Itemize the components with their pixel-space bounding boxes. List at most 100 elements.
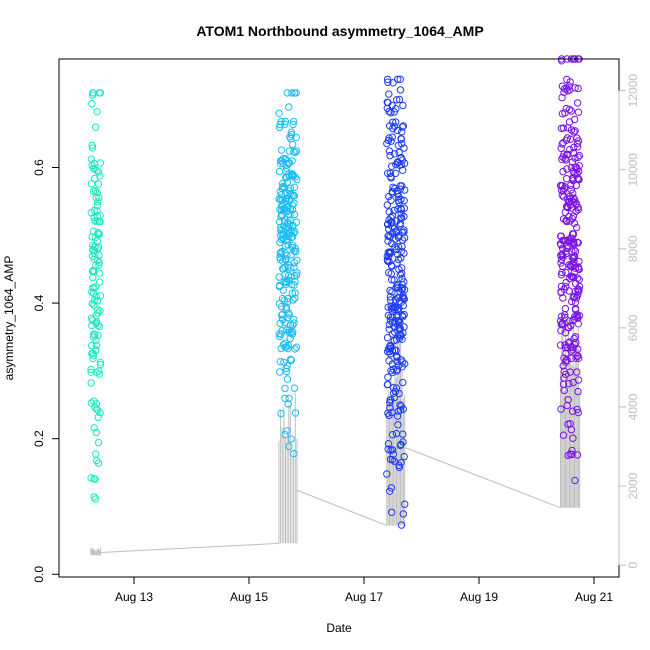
data-point (557, 144, 565, 153)
data-point (281, 318, 289, 327)
data-point (280, 278, 288, 286)
data-point (571, 127, 579, 135)
data-point (390, 150, 399, 158)
data-point (573, 99, 582, 107)
data-point (394, 255, 403, 264)
data-point (572, 354, 580, 362)
data-point (385, 90, 393, 98)
data-point (396, 185, 404, 194)
data-point (394, 250, 402, 259)
data-point (276, 256, 285, 264)
data-point (569, 434, 577, 442)
data-point (87, 474, 95, 482)
x-tick-label: Aug 21 (575, 590, 613, 604)
data-point (290, 384, 299, 392)
data-point (383, 98, 391, 107)
data-point (384, 78, 392, 86)
data-point (88, 288, 96, 296)
data-point (397, 205, 406, 214)
data-point (92, 312, 100, 320)
data-point (387, 109, 395, 117)
data-point (558, 251, 567, 260)
data-point (566, 274, 574, 283)
data-point (563, 244, 571, 253)
data-point (561, 341, 569, 349)
data-point (290, 259, 299, 267)
y-axis: 0.0 0.2 0.4 0.6 (32, 159, 60, 583)
y2-tick-label: 0 (626, 561, 640, 568)
data-point (90, 206, 99, 215)
data-point (563, 134, 571, 142)
data-point (558, 110, 567, 118)
data-point (569, 175, 577, 183)
y2-tick-label: 4000 (626, 393, 640, 420)
data-point (92, 347, 100, 355)
data-point (566, 450, 574, 458)
data-point (574, 408, 582, 417)
data-point (291, 294, 299, 302)
data-point (570, 239, 578, 247)
data-point (574, 203, 582, 212)
data-point (570, 219, 579, 228)
data-point (570, 268, 578, 277)
data-point (281, 384, 289, 393)
data-point (282, 189, 290, 198)
data-point (565, 105, 574, 114)
data-point (92, 341, 101, 349)
data-point (384, 232, 392, 240)
data-point (284, 210, 292, 218)
data-point (388, 368, 396, 377)
data-point (571, 154, 579, 162)
data-point (285, 147, 294, 155)
data-point (389, 183, 397, 192)
data-point (90, 424, 98, 432)
data-point (279, 179, 287, 188)
data-point (276, 231, 285, 239)
data-point (557, 255, 566, 264)
data-point (95, 278, 104, 286)
data-point (87, 341, 96, 350)
data-point (558, 93, 566, 102)
data-point (89, 89, 97, 97)
data-point (567, 107, 575, 115)
data-point (570, 143, 578, 152)
data-point (277, 311, 286, 319)
data-point (396, 182, 404, 190)
data-point (400, 196, 408, 205)
data-point (387, 484, 396, 492)
data-point (567, 126, 576, 134)
data-point (394, 141, 403, 150)
data-point (396, 271, 405, 279)
data-point (562, 268, 570, 277)
data-point (571, 247, 580, 256)
data-point (573, 405, 581, 414)
y2-tick-label: 6000 (626, 314, 640, 341)
data-point (90, 296, 99, 304)
data-point (288, 157, 296, 165)
data-point (93, 237, 102, 245)
data-point (283, 375, 292, 383)
data-point (292, 147, 301, 155)
data-point (400, 452, 408, 461)
data-point (90, 301, 98, 309)
data-point (92, 400, 101, 408)
data-point (92, 194, 100, 202)
data-point (561, 311, 569, 319)
data-point (564, 396, 572, 404)
data-point (275, 109, 283, 118)
data-point (395, 463, 404, 472)
data-point (387, 196, 395, 205)
data-point (394, 421, 402, 429)
data-point (562, 282, 570, 291)
data-point (289, 321, 297, 329)
data-point (570, 334, 578, 343)
data-point (282, 173, 290, 182)
data-point (571, 476, 579, 485)
data-point (388, 162, 396, 171)
data-point (558, 320, 567, 329)
data-point (394, 192, 403, 201)
data-point (557, 288, 565, 296)
data-point (287, 328, 295, 337)
data-point (90, 174, 99, 183)
